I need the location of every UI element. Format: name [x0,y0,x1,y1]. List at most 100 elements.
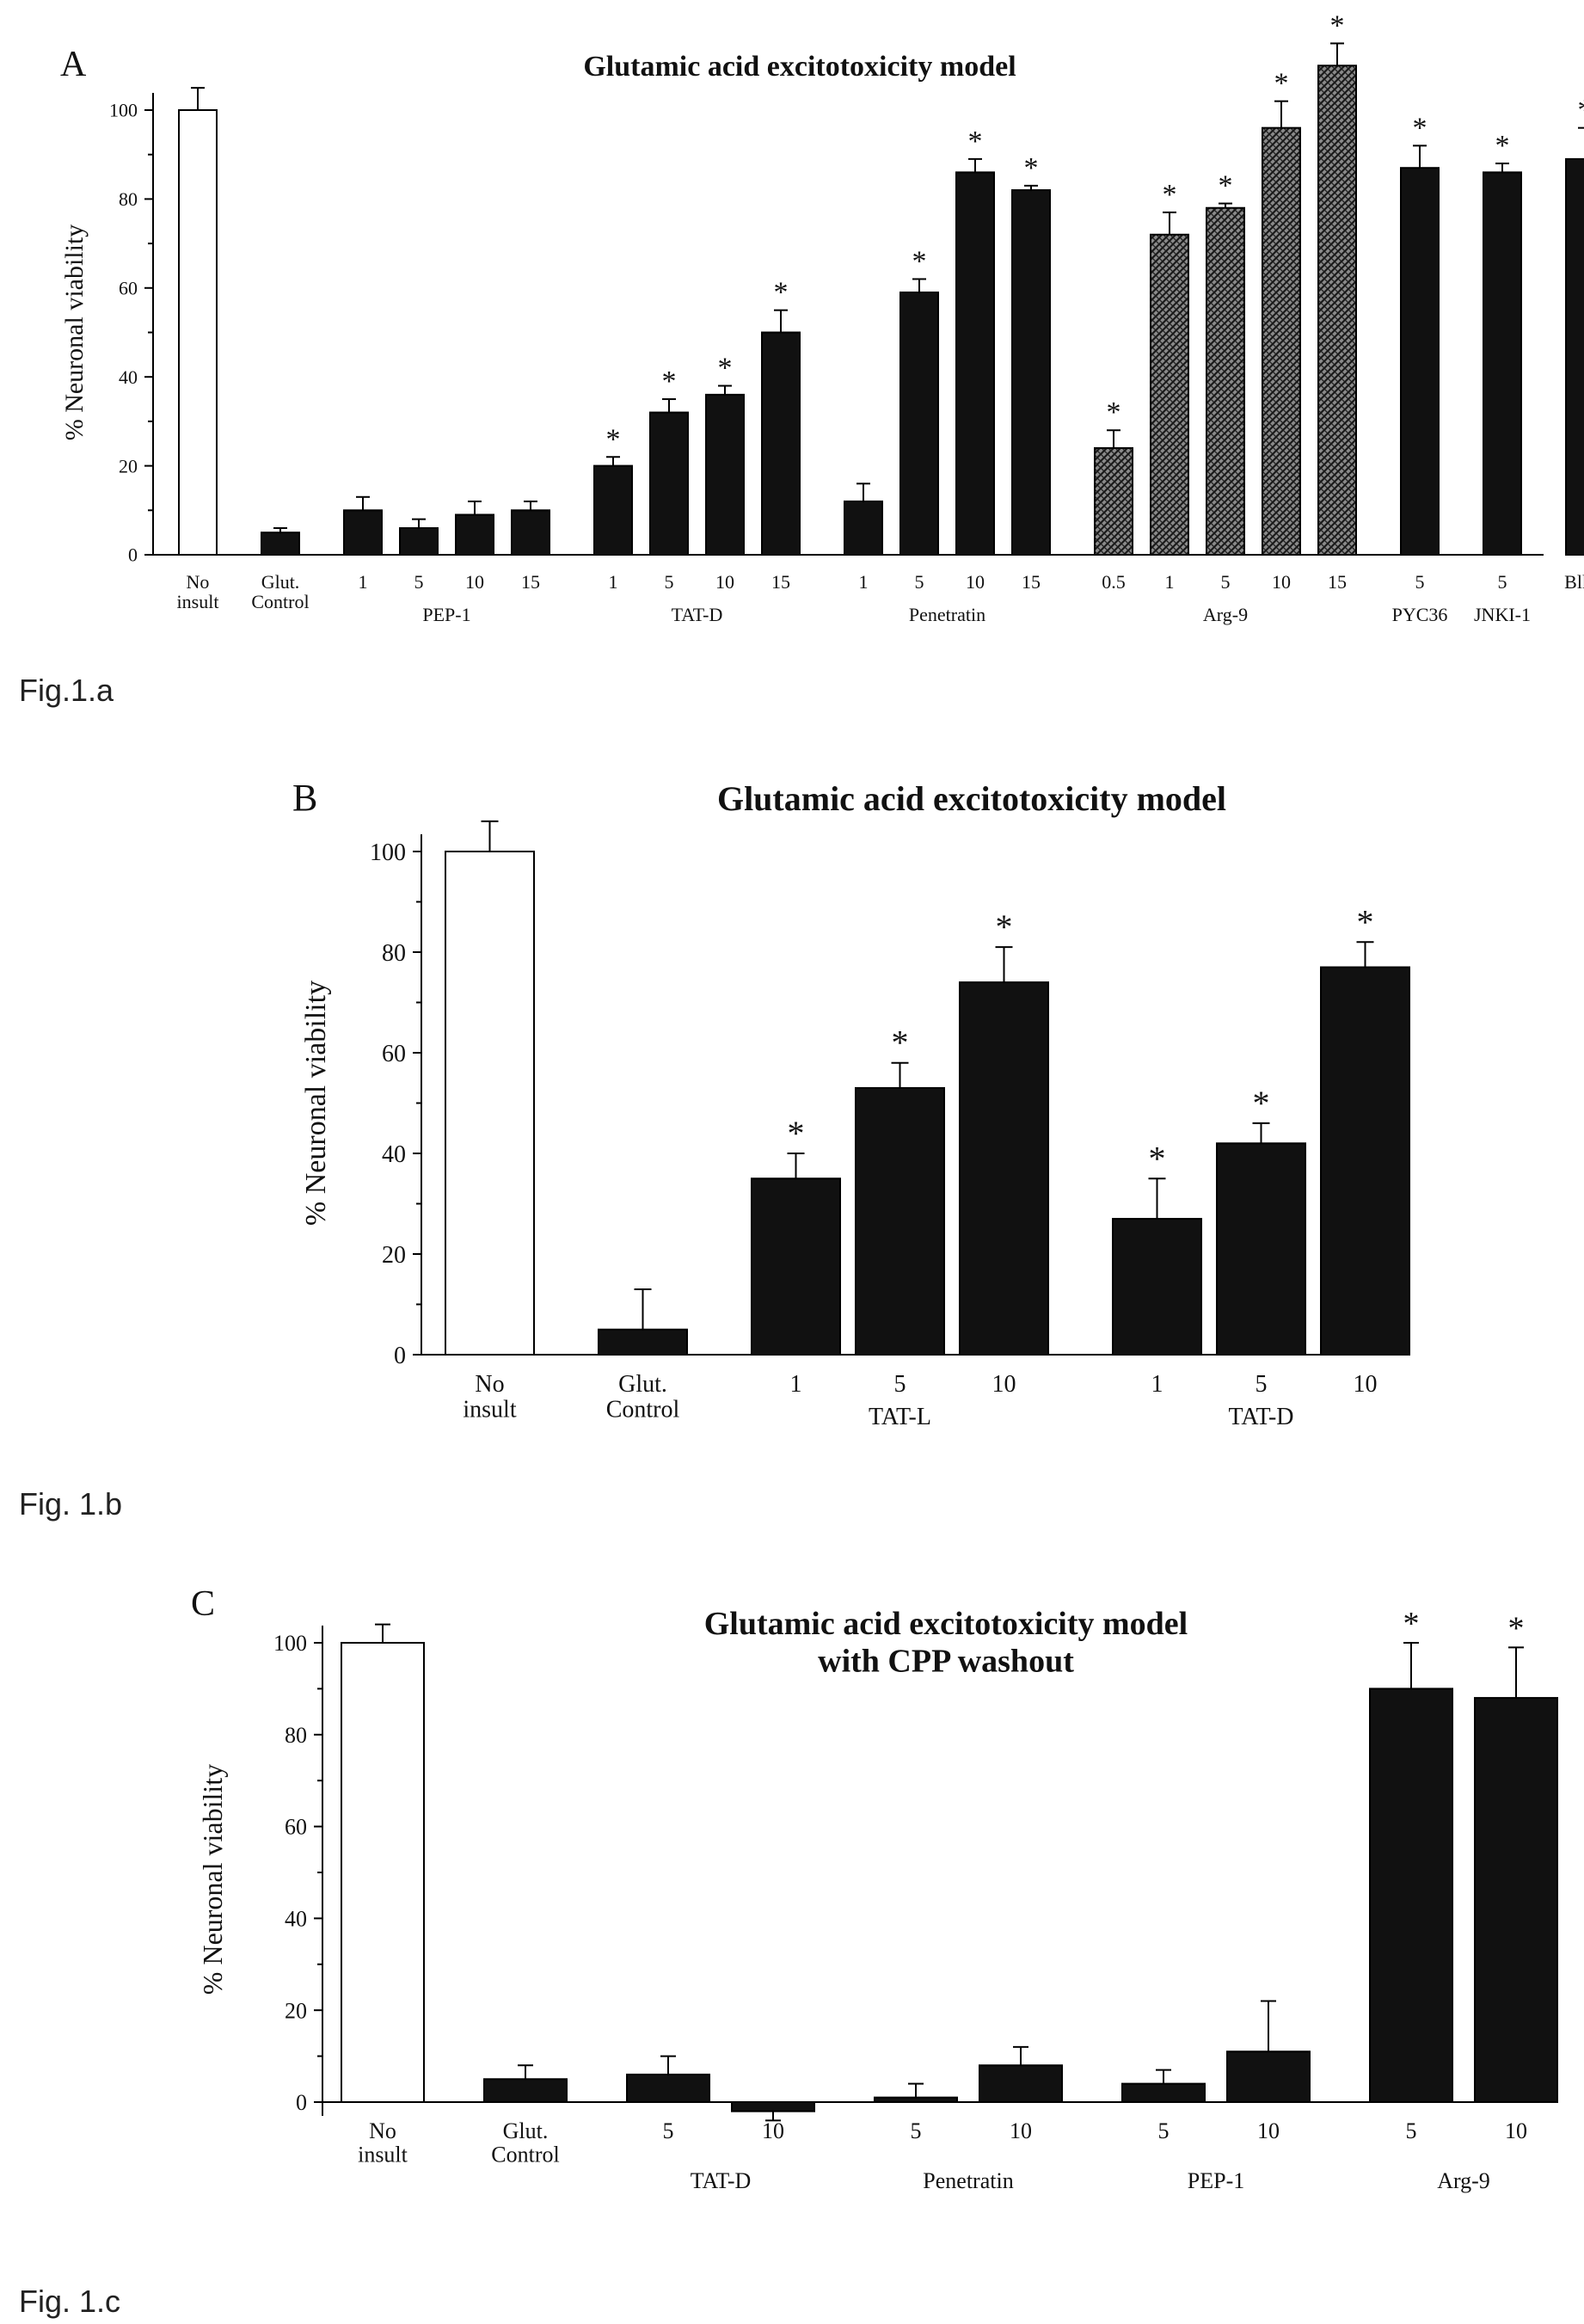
figure-caption-a: Fig.1.a [19,673,114,708]
chart-subtitle: with CPP washout [818,1644,1074,1680]
x-tick-label: 15 [1328,571,1347,593]
significance-star: * [1253,1084,1270,1122]
x-tick-label: No [475,1371,504,1398]
x-tick-label: insult [177,591,219,612]
bar [899,291,939,556]
x-tick-label: 5 [1415,571,1425,593]
significance-star: * [1508,1610,1525,1646]
bar [874,2096,958,2103]
figure-caption-b: Fig. 1.b [19,1486,123,1522]
x-tick-label: Glut. [503,2118,549,2143]
significance-star: * [892,1024,909,1062]
chart-a-svg: A Glutamic acid excitotoxicity model % Neu… [60,9,1584,625]
y-tick-label: 100 [109,100,138,121]
x-tick-label: insult [358,2142,408,2167]
significance-star: * [1330,9,1345,41]
bar [178,109,218,556]
panel-letter: A [60,45,87,84]
x-tick-label: 10 [1010,2118,1032,2143]
bar [1400,167,1440,556]
bar [751,1177,841,1356]
x-tick-label: 10 [762,2118,784,2143]
y-tick-label: 0 [296,2090,307,2115]
bar [399,526,439,556]
y-tick-label: 60 [285,1815,307,1840]
group-label: JNKI-1 [1474,604,1531,625]
x-tick-label: Control [251,591,309,612]
x-tick-label: 15 [521,571,540,593]
bar [598,1328,688,1356]
chart-title: Glutamic acid excitotoxicity model [704,1606,1188,1642]
x-tick-label: 10 [465,571,484,593]
panel-letter: B [292,777,317,819]
bar [511,509,550,556]
x-tick-label: 5 [665,571,674,593]
y-tick-label: 20 [119,455,138,476]
y-tick-label: 0 [394,1343,406,1369]
bar [1320,966,1410,1356]
significance-star: * [1403,1606,1420,1642]
bar [1226,2050,1311,2103]
x-tick-label: 10 [1272,571,1291,593]
group-label: TAT-D [691,2168,752,2193]
x-tick-label: 1 [859,571,869,593]
y-tick-label: 0 [128,544,138,566]
chart-panel-b: B Glutamic acid excitotoxicity model % Neu… [0,740,1584,1531]
bar [1011,189,1051,556]
group-label: PEP-1 [1188,2168,1244,2193]
y-tick-label: 100 [273,1631,307,1656]
x-tick-label: insult [463,1396,516,1423]
bar [1565,157,1584,556]
chart-title: Glutamic acid excitotoxicity model [717,779,1226,818]
y-axis-label: % Neuronal viability [300,981,332,1226]
bar [1262,126,1301,556]
x-tick-label: 1 [359,571,368,593]
group-label: Arg-9 [1437,2168,1490,2193]
x-tick-label: 5 [1221,571,1231,593]
x-tick-label: 5 [1498,571,1507,593]
significance-star: * [662,366,677,397]
figure-caption-c: Fig. 1.c [19,2284,121,2319]
x-tick-label: 10 [715,571,734,593]
y-tick-label: 80 [382,940,406,967]
x-tick-label: Glut. [261,571,300,593]
x-tick-label: No [369,2118,396,2143]
y-tick-label: 100 [370,839,406,866]
significance-star: * [1357,902,1374,941]
bar [649,411,689,556]
group-label: TAT-D [672,604,723,625]
x-tick-label: 10 [992,1371,1016,1398]
x-tick-label: 5 [911,2118,922,2143]
bar [341,1642,425,2103]
significance-star: * [718,353,733,384]
chart-panel-a: A Glutamic acid excitotoxicity model % Neu… [0,0,1584,708]
x-tick-label: 10 [1354,1371,1378,1398]
bar [731,2100,815,2112]
x-tick-label: 5 [663,2118,674,2143]
significance-star: * [1107,397,1121,428]
bar [593,464,633,556]
x-tick-label: 5 [1256,1371,1268,1398]
group-label: Penetratin [909,604,985,625]
bar [955,171,995,556]
bar [343,509,383,556]
x-tick-label: 1 [609,571,618,593]
y-tick-label: 80 [119,188,138,210]
y-tick-label: 40 [382,1141,406,1168]
significance-star: * [1163,179,1177,211]
panel-letter: C [191,1584,215,1624]
significance-star: * [1149,1139,1166,1177]
bar [1112,1218,1202,1356]
x-tick-label: 1 [1151,1371,1163,1398]
y-axis-label: % Neuronal viability [197,1764,228,1995]
x-tick-label: 5 [414,571,424,593]
x-tick-label: 15 [771,571,790,593]
bar [1150,233,1189,556]
bar [626,2073,710,2103]
group-label: Arg-9 [1203,604,1248,625]
chart-panel-c: C Glutamic acid excitotoxicity model with … [0,1548,1584,2324]
y-tick-label: 20 [285,1998,307,2023]
chart-b-svg: B Glutamic acid excitotoxicity model % Neu… [292,777,1410,1430]
x-tick-label: 10 [966,571,985,593]
significance-star: * [996,907,1013,946]
